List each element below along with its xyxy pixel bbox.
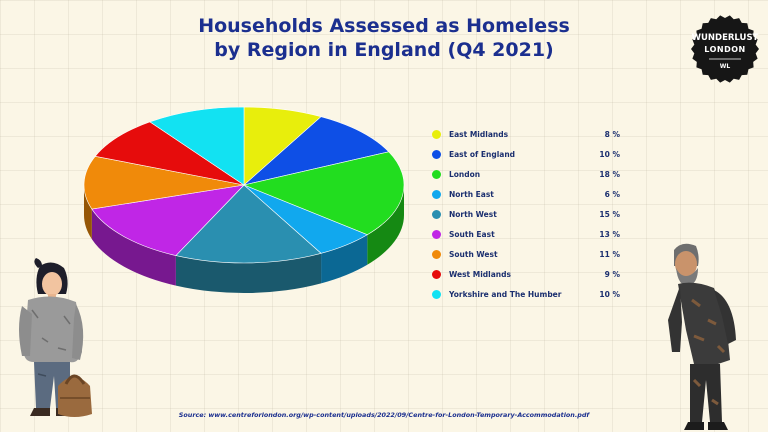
legend-item-north-east: North East 6 % [432,184,624,204]
legend-value: 10 % [599,290,620,300]
legend-item-west-midlands: West Midlands 9 % [432,265,624,285]
legend-item-north-west: North West 15 % [432,204,624,224]
legend-swatch [432,169,441,179]
legend-swatch [432,189,441,199]
pie-slice-side-london [367,185,404,265]
legend-label: South East [449,230,495,240]
legend-swatch [432,230,441,240]
legend-item-london: London 18 % [432,164,624,184]
pie-slice-east-of-england [243,116,390,186]
logo-badge-shape [691,15,759,83]
legend-swatch [432,129,441,139]
legend-item-south-east: South East 13 % [432,224,624,244]
legend-item-east-midlands: East Midlands 8 % [432,124,624,144]
logo-text-london: LONDON [704,45,746,54]
legend-item-east-of-england: East of England 10 % [432,144,624,164]
legend-value: 18 % [599,169,620,179]
homeless-woman-illustration [19,258,92,417]
logo-text-wunderlust: WUNDERLUST [691,33,759,43]
pie-slice-west-midlands [94,121,245,186]
legend-label: West Midlands [449,270,511,280]
legend-label: London [449,169,481,179]
pie-slice-london [243,151,405,236]
legend-label: East Midlands [449,129,509,139]
pie-slice-side-north-west [175,253,322,293]
legend-value: 6 % [604,189,620,199]
legend-swatch [432,290,441,300]
legend-item-south-west: South West 11 % [432,245,624,265]
chart-title: Households Assessed as Homeless by Regio… [0,14,768,62]
source-citation: Source: www.centreforlondon.org/wp-conte… [178,411,590,419]
legend-label: Yorkshire and The Humber [449,290,562,300]
chart-title-line-2: by Region in England (Q4 2021) [214,39,554,61]
legend-label: North West [449,209,497,219]
pie-slice-yorkshire-and-the-humber [149,106,245,186]
legend-swatch [432,250,441,260]
legend-value: 11 % [599,250,620,260]
wunderlust-london-logo: WUNDERLUST LONDON WL [690,14,760,84]
logo-text-wl: WL [719,63,731,70]
legend-swatch [432,149,441,159]
pie-slice-side-north-east [321,234,368,284]
legend-label: South West [449,250,498,260]
legend-value: 9 % [604,270,620,280]
pie-chart [83,106,405,293]
legend-value: 8 % [604,129,620,139]
legend-value: 13 % [599,230,620,240]
legend-swatch [432,270,441,280]
legend-swatch [432,209,441,219]
pie-slice-side-south-west [84,185,92,240]
legend-label: North East [449,189,494,199]
legend-item-yorkshire-and-the-humber: Yorkshire and The Humber 10 % [432,285,624,305]
pie-slice-side-south-east [91,209,176,286]
legend-value: 10 % [599,149,620,159]
pie-slice-south-west [83,155,245,210]
legend-value: 15 % [599,209,620,219]
pie-slice-north-west [175,184,322,264]
chart-legend: East Midlands 8 % East of England 10 % Londo… [432,124,624,305]
legend-label: East of England [449,149,516,159]
homeless-man-illustration [668,243,736,430]
pie-slice-south-east [91,184,245,256]
chart-title-line-1: Households Assessed as Homeless [198,15,570,37]
